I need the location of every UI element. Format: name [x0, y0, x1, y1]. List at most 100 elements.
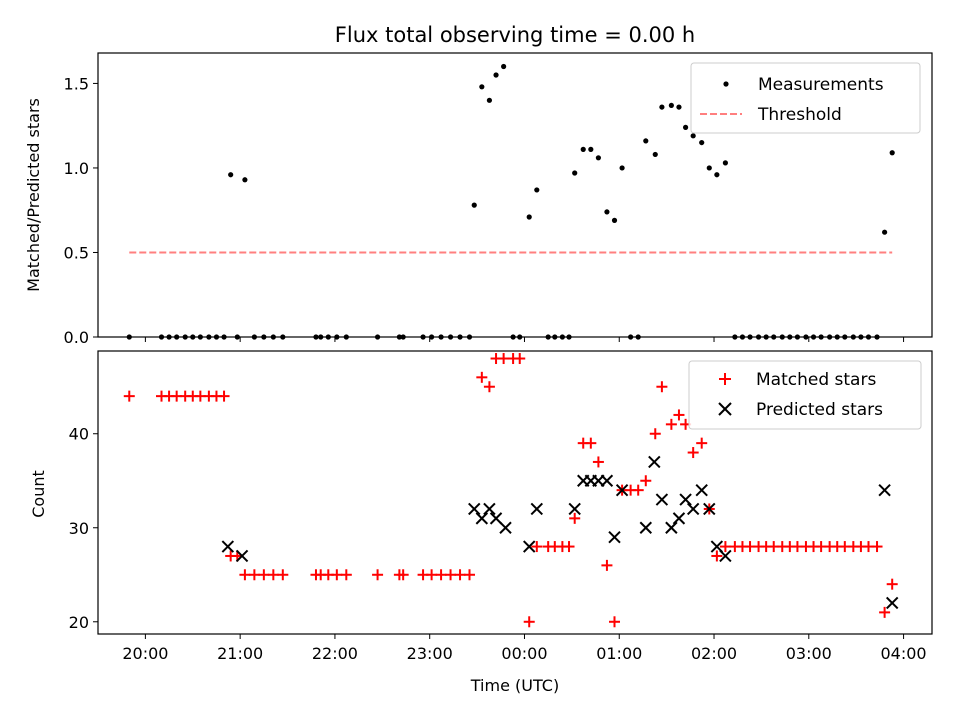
measurement-point — [643, 138, 649, 144]
predicted-star-point — [568, 502, 581, 516]
measurement-point — [228, 172, 234, 178]
matched-star-point — [397, 569, 409, 581]
legend-matched-label: Matched stars — [756, 370, 876, 390]
measurement-point — [714, 172, 720, 178]
measurement-point — [471, 202, 477, 208]
matched-star-point — [673, 409, 685, 421]
x-axis-label: Time (UTC) — [470, 676, 559, 695]
matched-star-point — [248, 569, 260, 581]
matched-star-point — [514, 353, 526, 365]
predicted-star-point — [475, 512, 489, 525]
matched-star-point — [569, 512, 581, 524]
top-y-tick-label: 1.5 — [64, 74, 89, 93]
bottom-panel-legend: Matched stars Predicted stars — [688, 360, 922, 430]
x-tick-label: 22:00 — [312, 644, 358, 663]
measurement-point — [699, 139, 705, 146]
matched-star-point — [665, 418, 677, 430]
predicted-star-point — [648, 455, 661, 469]
matched-star-point — [123, 390, 135, 402]
matched-star-point — [601, 559, 613, 571]
matched-star-point — [609, 616, 621, 628]
measurement-point — [676, 104, 682, 110]
matched-star-point — [498, 353, 510, 365]
legend-predicted-label: Predicted stars — [756, 400, 883, 420]
x-tick-label: 02:00 — [691, 644, 737, 663]
matched-star-point — [454, 569, 466, 581]
predicted-star-point — [489, 512, 503, 525]
top-panel: 0.0 0.5 1.0 1.5 Matched/Predicted stars Mea… — [24, 52, 933, 347]
legend-measurements-label: Measurements — [758, 75, 884, 95]
predicted-star-point — [885, 596, 899, 610]
matched-star-point — [879, 606, 891, 618]
matched-star-point — [563, 541, 575, 553]
predicted-star-point — [665, 521, 678, 534]
predicted-star-point — [600, 474, 614, 487]
bottom-panel-frame — [97, 350, 933, 635]
x-tick-label: 20:00 — [122, 644, 168, 663]
predicted-star-point — [703, 502, 716, 516]
measurement-point — [722, 160, 728, 166]
measurement-point — [501, 63, 507, 70]
bottom-y-tick-label: 30 — [69, 519, 89, 538]
measurement-point — [682, 124, 689, 130]
bottom-panel-x-ticks: 20:00 21:00 22:00 23:00 00:00 01:00 02:00 03:00… — [122, 634, 927, 663]
matched-star-point — [267, 569, 279, 581]
legend-threshold-label: Threshold — [757, 105, 842, 125]
matched-star-point — [239, 569, 251, 581]
predicted-star-point — [608, 530, 621, 544]
matched-star-point — [435, 569, 447, 581]
measurement-point — [580, 146, 586, 152]
predicted-star-point — [523, 540, 536, 553]
matched-star-point — [258, 569, 270, 581]
top-panel-frame — [97, 52, 933, 338]
top-y-tick-label: 1.0 — [64, 159, 89, 178]
top-panel-legend: Measurements Threshold — [690, 62, 921, 134]
top-y-tick-label: 0.5 — [64, 243, 89, 262]
matched-star-point — [640, 475, 652, 487]
predicted-star-point — [468, 502, 481, 516]
measurement-point — [493, 72, 499, 78]
predicted-star-point — [615, 483, 629, 497]
matched-star-point — [649, 428, 661, 440]
predicted-star-point — [530, 502, 544, 516]
matched-star-point — [331, 569, 343, 581]
predicted-star-point — [221, 540, 235, 553]
matched-star-point — [523, 616, 535, 628]
x-tick-label: 01:00 — [596, 644, 642, 663]
matched-star-point — [585, 437, 597, 449]
matched-star-point — [871, 541, 883, 553]
predicted-star-point — [639, 521, 652, 534]
legend-predicted-swatch — [718, 402, 732, 416]
matched-star-point — [372, 569, 384, 581]
measurement-point — [619, 165, 625, 171]
bottom-legend-box — [688, 360, 922, 430]
top-y-tick-label: 0.0 — [64, 328, 89, 347]
predicted-star-point — [235, 549, 249, 563]
top-panel-y-axis-label: Matched/Predicted stars — [24, 98, 43, 292]
measurement-point — [479, 84, 485, 90]
measurement-point — [534, 187, 540, 193]
predicted-star-point — [695, 483, 708, 497]
measurement-point — [690, 133, 696, 139]
matched-star-point — [632, 484, 644, 496]
bottom-panel-y-ticks: 20 30 40 — [69, 425, 98, 632]
legend-matched-swatch — [719, 373, 731, 385]
predicted-star-point — [679, 493, 692, 506]
measurement-point — [659, 104, 665, 110]
legend-measurements-swatch — [723, 81, 729, 87]
matched-star-point — [656, 381, 668, 393]
top-legend-box — [690, 62, 921, 134]
matched-star-point — [719, 541, 731, 553]
x-tick-label: 04:00 — [881, 644, 927, 663]
matched-star-point — [426, 569, 438, 581]
x-tick-label: 00:00 — [501, 644, 547, 663]
matched-star-point — [277, 569, 289, 581]
matched-star-point — [340, 569, 352, 581]
matched-star-point — [483, 381, 495, 393]
measurement-point — [526, 214, 532, 220]
measurement-point — [595, 155, 602, 161]
matched-star-point — [687, 447, 699, 459]
predicted-star-point — [483, 502, 496, 516]
measurement-point — [572, 170, 578, 176]
bottom-y-tick-label: 40 — [69, 425, 89, 444]
